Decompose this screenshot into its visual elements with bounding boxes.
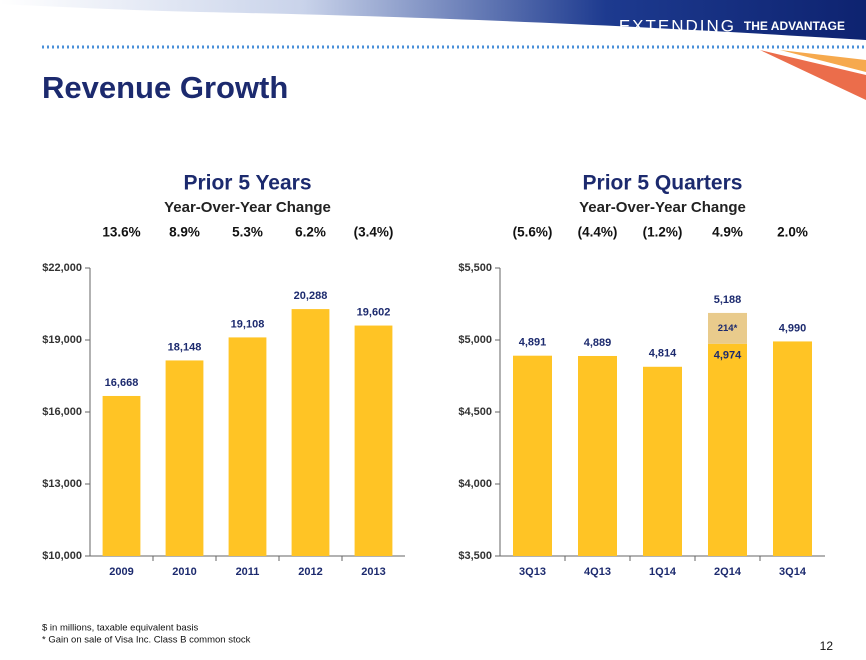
x-tick-label: 2012 <box>298 566 322 578</box>
yoy-change: 6.2% <box>295 225 326 240</box>
brand: EXTENDING <box>619 16 736 35</box>
value-label: 4,814 <box>649 348 677 360</box>
x-tick-label: 2011 <box>236 566 260 578</box>
yoy-change: (1.2%) <box>643 225 683 240</box>
footnote: * Gain on sale of Visa Inc. Class B comm… <box>42 635 251 646</box>
chart-title: Prior 5 Quarters <box>583 172 743 195</box>
yoy-change: 8.9% <box>169 225 200 240</box>
chart-subtitle: Year-Over-Year Change <box>164 199 331 216</box>
value-label: 214* <box>718 323 738 334</box>
y-tick-label: $10,000 <box>42 550 82 562</box>
value-label: 19,602 <box>357 306 391 318</box>
bar <box>228 337 267 556</box>
bar <box>773 341 812 556</box>
y-tick-label: $13,000 <box>42 478 82 490</box>
header-accent <box>760 50 866 100</box>
yoy-change: (5.6%) <box>513 225 553 240</box>
bar <box>165 360 204 556</box>
value-label: 20,288 <box>294 290 328 302</box>
y-tick-label: $19,000 <box>42 334 82 346</box>
x-tick-label: 3Q14 <box>779 566 807 578</box>
x-tick-label: 2010 <box>172 566 196 578</box>
chart-subtitle: Year-Over-Year Change <box>579 199 746 216</box>
value-label: 18,148 <box>168 341 202 353</box>
y-tick-label: $4,500 <box>458 406 492 418</box>
y-tick-label: $4,000 <box>458 478 492 490</box>
bar <box>578 355 617 556</box>
header-accent <box>780 50 866 72</box>
total-label: 5,188 <box>714 294 742 306</box>
page-number: 12 <box>820 639 834 653</box>
value-label: 4,990 <box>779 322 807 334</box>
yoy-change: (3.4%) <box>354 225 394 240</box>
chart-title: Prior 5 Years <box>183 172 311 195</box>
bar <box>643 366 682 556</box>
x-tick-label: 2013 <box>361 566 385 578</box>
bar <box>513 355 552 556</box>
value-label: 4,889 <box>584 337 612 349</box>
value-label: 16,668 <box>105 377 139 389</box>
footnote: $ in millions, taxable equivalent basis <box>42 623 199 634</box>
yoy-change: 13.6% <box>102 225 140 240</box>
y-tick-label: $16,000 <box>42 406 82 418</box>
value-label: 19,108 <box>231 318 265 330</box>
x-tick-label: 4Q13 <box>584 566 611 578</box>
x-tick-label: 2Q14 <box>714 566 742 578</box>
yoy-change: 4.9% <box>712 225 743 240</box>
bar <box>102 395 141 556</box>
x-tick-label: 2009 <box>109 566 133 578</box>
x-tick-label: 1Q14 <box>649 566 677 578</box>
value-label: 4,891 <box>519 337 547 349</box>
yoy-change: 5.3% <box>232 225 263 240</box>
y-tick-label: $5,000 <box>458 334 492 346</box>
bar <box>291 309 330 556</box>
yoy-change: 2.0% <box>777 225 808 240</box>
bar <box>708 343 747 556</box>
header-swoosh <box>0 0 866 40</box>
bar <box>708 312 747 344</box>
y-tick-label: $22,000 <box>42 262 82 274</box>
value-label: 4,974 <box>714 350 742 362</box>
y-tick-label: $3,500 <box>458 550 492 562</box>
y-tick-label: $5,500 <box>458 262 492 274</box>
yoy-change: (4.4%) <box>578 225 618 240</box>
bar <box>354 325 393 556</box>
tagline: THE ADVANTAGE <box>744 19 845 33</box>
x-tick-label: 3Q13 <box>519 566 546 578</box>
slide-title: Revenue Growth <box>42 70 288 105</box>
